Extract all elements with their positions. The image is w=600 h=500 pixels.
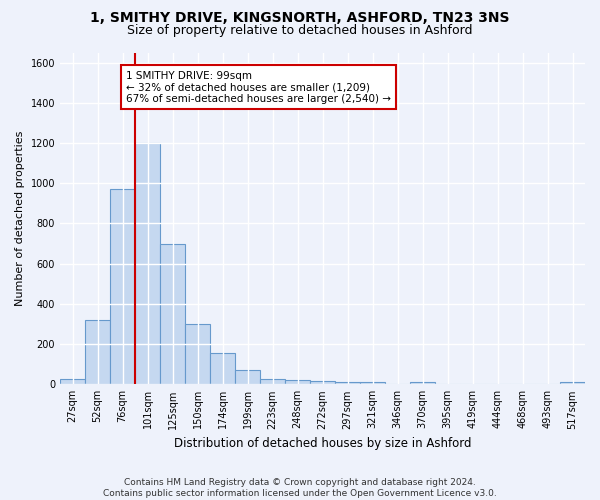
Bar xyxy=(85,320,110,384)
Text: 1 SMITHY DRIVE: 99sqm
← 32% of detached houses are smaller (1,209)
67% of semi-d: 1 SMITHY DRIVE: 99sqm ← 32% of detached … xyxy=(126,70,391,104)
Y-axis label: Number of detached properties: Number of detached properties xyxy=(15,130,25,306)
Bar xyxy=(285,380,310,384)
X-axis label: Distribution of detached houses by size in Ashford: Distribution of detached houses by size … xyxy=(174,437,471,450)
Bar xyxy=(185,324,210,384)
Bar xyxy=(60,380,85,384)
Bar xyxy=(260,380,285,384)
Bar xyxy=(560,382,585,384)
Bar xyxy=(110,189,135,384)
Bar xyxy=(135,143,160,384)
Bar xyxy=(160,244,185,384)
Bar xyxy=(360,382,385,384)
Bar xyxy=(210,353,235,384)
Bar xyxy=(235,370,260,384)
Bar xyxy=(410,382,435,384)
Text: 1, SMITHY DRIVE, KINGSNORTH, ASHFORD, TN23 3NS: 1, SMITHY DRIVE, KINGSNORTH, ASHFORD, TN… xyxy=(90,11,510,25)
Bar xyxy=(335,382,360,384)
Bar xyxy=(310,382,335,384)
Text: Contains HM Land Registry data © Crown copyright and database right 2024.
Contai: Contains HM Land Registry data © Crown c… xyxy=(103,478,497,498)
Text: Size of property relative to detached houses in Ashford: Size of property relative to detached ho… xyxy=(127,24,473,37)
